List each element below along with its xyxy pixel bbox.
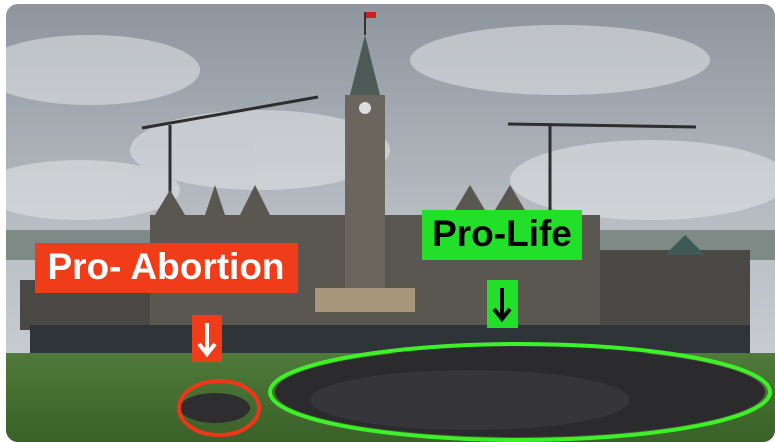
label: Pro- Abortion bbox=[47, 246, 284, 287]
scene bbox=[0, 0, 775, 442]
label: Pro-Life bbox=[432, 213, 572, 254]
photo: Pro- Abortion Pro-Life bbox=[0, 0, 775, 442]
scaffold bbox=[315, 288, 415, 312]
